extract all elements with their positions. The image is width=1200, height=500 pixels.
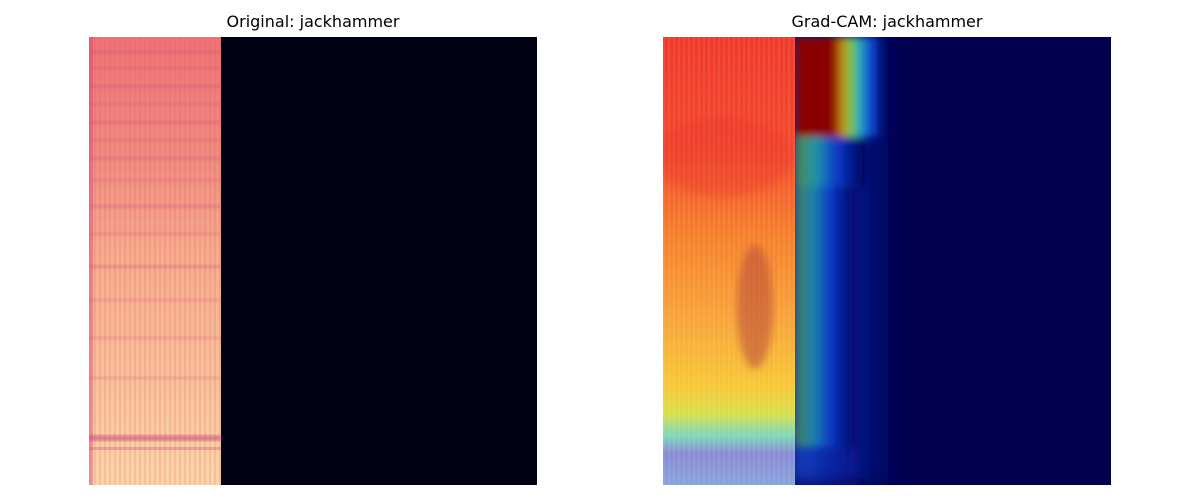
- spectrogram-band: [89, 37, 221, 485]
- original-title: Original: jackhammer: [226, 12, 400, 31]
- gradcam-overlay-image: [663, 37, 1111, 485]
- gradcam-title: Grad-CAM: jackhammer: [791, 12, 983, 31]
- gradcam-band: [663, 37, 795, 485]
- gradcam-hotspot-top: [795, 37, 885, 447]
- original-spectrogram-image: [89, 37, 537, 485]
